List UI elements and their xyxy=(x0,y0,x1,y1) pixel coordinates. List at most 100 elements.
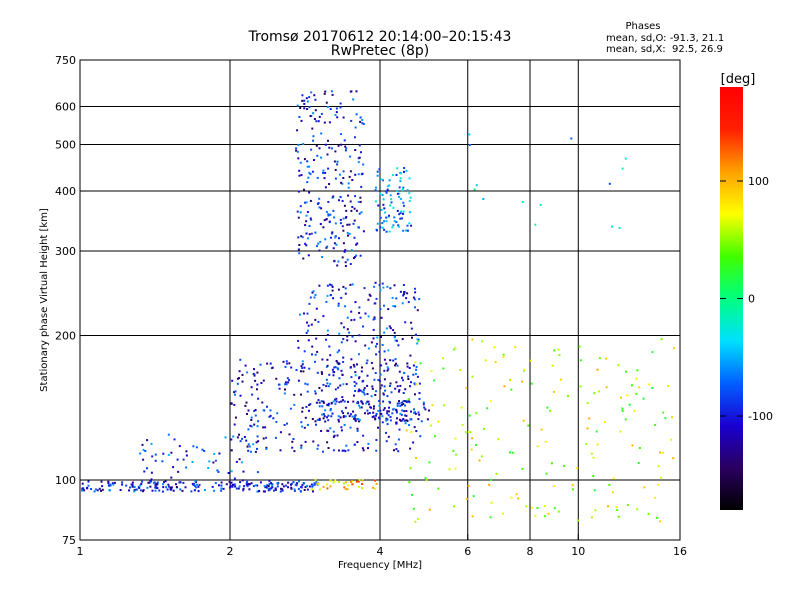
echo-point xyxy=(342,217,345,220)
echo-point xyxy=(234,393,236,396)
echo-point xyxy=(350,119,353,122)
echo-point xyxy=(357,173,360,176)
echo-point xyxy=(309,115,312,117)
echo-point xyxy=(396,209,399,212)
echo-point xyxy=(631,384,633,387)
echo-point xyxy=(138,487,141,489)
echo-point xyxy=(383,304,385,307)
echo-point xyxy=(316,350,319,353)
echo-point xyxy=(313,118,316,120)
echo-point xyxy=(383,385,386,388)
echo-point xyxy=(318,115,321,118)
echo-point xyxy=(326,294,329,297)
echo-point xyxy=(324,143,327,146)
echo-point xyxy=(558,354,561,357)
echo-point xyxy=(383,378,386,381)
echo-point xyxy=(331,231,334,234)
echo-point xyxy=(408,177,411,180)
echo-point xyxy=(636,508,639,511)
echo-point xyxy=(170,486,173,489)
echo-point xyxy=(459,368,462,371)
echo-point xyxy=(543,505,546,508)
echo-point xyxy=(563,464,565,467)
echo-point xyxy=(342,416,345,419)
echo-point xyxy=(523,368,525,371)
echo-point xyxy=(316,418,319,421)
echo-point xyxy=(276,412,279,415)
echo-point xyxy=(372,328,375,331)
echo-point xyxy=(361,447,364,450)
echo-point xyxy=(359,254,362,257)
echo-point xyxy=(232,435,235,438)
echo-point xyxy=(256,425,259,428)
echo-point xyxy=(376,336,379,339)
echo-point xyxy=(367,315,370,318)
echo-point xyxy=(320,389,323,392)
echo-point xyxy=(401,338,404,341)
echo-point xyxy=(143,470,146,473)
echo-point xyxy=(268,487,271,490)
echo-point xyxy=(405,429,408,432)
echo-point xyxy=(355,90,358,93)
echo-point xyxy=(256,490,259,493)
echo-point xyxy=(335,397,338,400)
echo-point xyxy=(387,414,390,417)
echo-point xyxy=(377,416,380,419)
echo-point xyxy=(327,214,330,217)
echo-point xyxy=(412,441,415,444)
echo-point xyxy=(617,364,620,367)
echo-point xyxy=(579,359,582,362)
echo-point xyxy=(593,489,596,492)
y-tick-label: 200 xyxy=(55,330,76,343)
echo-point xyxy=(287,481,290,484)
echo-point xyxy=(395,221,398,223)
echo-point xyxy=(230,402,233,405)
echo-point xyxy=(311,291,314,294)
echo-point xyxy=(657,465,660,468)
echo-point xyxy=(314,390,317,393)
echo-point xyxy=(234,485,237,488)
echo-point xyxy=(455,453,458,456)
echo-point xyxy=(396,404,399,407)
echo-point xyxy=(308,165,311,168)
echo-point xyxy=(413,408,415,411)
echo-point xyxy=(296,482,298,485)
echo-point xyxy=(238,458,241,461)
echo-point xyxy=(559,378,562,381)
echo-point xyxy=(212,461,215,464)
echo-point xyxy=(509,378,511,381)
echo-point xyxy=(359,116,362,119)
echo-point xyxy=(626,394,629,397)
echo-point xyxy=(163,481,165,484)
echo-point xyxy=(332,435,335,438)
echo-point xyxy=(326,284,329,287)
echo-point xyxy=(437,487,440,490)
echo-point xyxy=(336,361,339,364)
echo-point xyxy=(327,213,330,216)
echo-point xyxy=(354,374,357,377)
echo-point xyxy=(399,384,402,387)
echo-point xyxy=(276,485,279,488)
echo-point xyxy=(170,451,173,454)
echo-point xyxy=(359,200,362,203)
echo-point xyxy=(377,409,380,412)
echo-point xyxy=(332,209,335,212)
echo-point xyxy=(326,487,329,490)
echo-point xyxy=(407,398,410,401)
echo-point xyxy=(362,379,365,382)
echo-point xyxy=(380,384,383,387)
echo-point xyxy=(426,418,429,421)
echo-point xyxy=(402,400,405,402)
echo-point xyxy=(314,360,316,363)
echo-point xyxy=(379,387,382,390)
echo-point xyxy=(383,350,386,353)
echo-point xyxy=(672,457,675,460)
echo-point xyxy=(338,199,340,202)
echo-point xyxy=(392,224,395,227)
echo-point xyxy=(366,400,369,403)
echo-point xyxy=(510,496,513,499)
echo-point xyxy=(388,325,391,328)
echo-point xyxy=(571,484,574,487)
echo-point xyxy=(236,436,239,439)
echo-point xyxy=(364,312,367,315)
